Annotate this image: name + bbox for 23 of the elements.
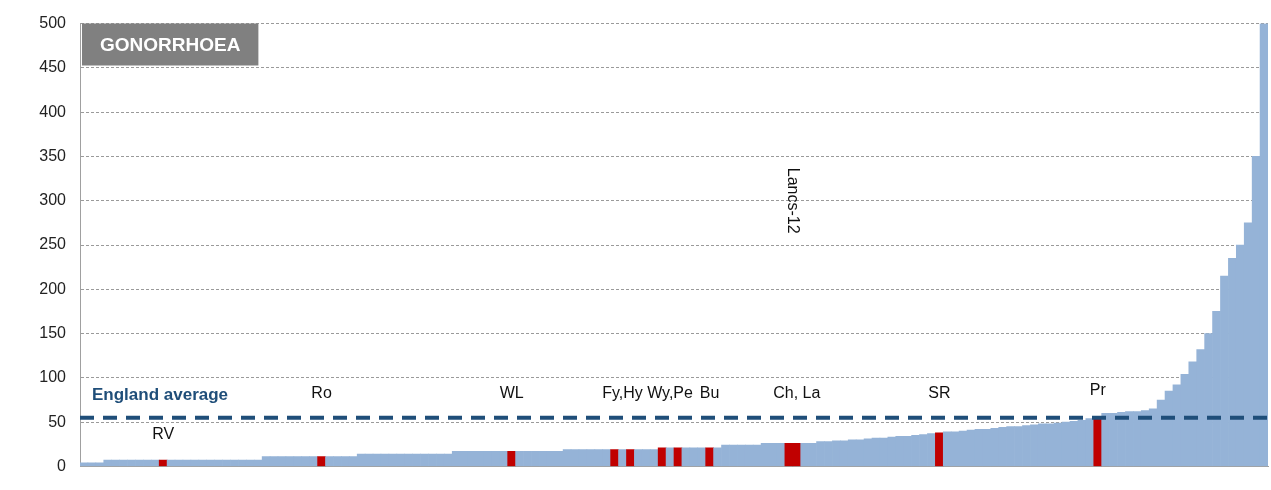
y-tick-label: 400 — [39, 102, 67, 120]
y-tick-label: 150 — [39, 323, 67, 341]
y-tick-label: 200 — [39, 279, 67, 297]
ref-line-label: England average — [92, 384, 229, 404]
x-tick-label: Ro — [311, 384, 332, 402]
text: GONORRHOEA — [100, 33, 241, 55]
x-tick-label: Ch, La — [773, 384, 821, 402]
annotation: Lancs-12 — [785, 167, 803, 234]
y-tick-label: 50 — [48, 412, 67, 430]
y-tick-label: 500 — [39, 14, 67, 32]
x-tick-label: Fy,Hy — [602, 384, 643, 402]
y-tick-label: 0 — [57, 456, 67, 474]
y-tick-label: 100 — [39, 368, 67, 386]
x-tick-label: Bu — [699, 384, 720, 402]
y-tick-label: 350 — [39, 146, 67, 164]
x-tick-label: RV — [152, 424, 175, 442]
y-tick-label: 250 — [39, 235, 67, 253]
y-tick-label: 450 — [39, 58, 67, 76]
x-tick-label: Pr — [1089, 381, 1107, 399]
x-tick-label: SR — [928, 384, 951, 402]
x-tick-label: Wy,Pe — [647, 384, 694, 402]
y-tick-label: 300 — [39, 191, 67, 209]
x-tick-label: WL — [499, 384, 524, 402]
